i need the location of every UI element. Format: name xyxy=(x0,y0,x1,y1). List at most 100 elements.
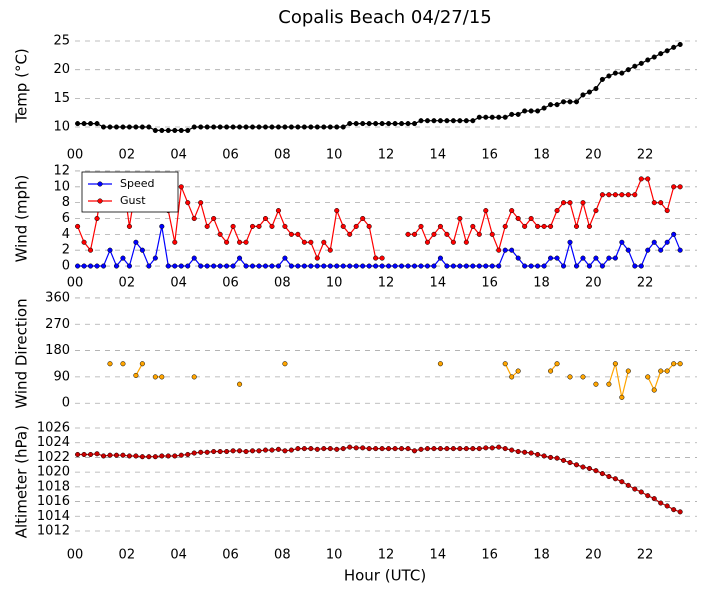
x-tick-label: 08 xyxy=(274,548,291,563)
data-point xyxy=(528,450,534,456)
x-tick-label: 20 xyxy=(585,548,602,563)
data-point xyxy=(554,455,560,461)
series-line xyxy=(135,363,681,398)
y-tick-label: 1026 xyxy=(37,421,70,436)
data-point xyxy=(217,231,223,237)
data-point xyxy=(483,263,489,269)
x-tick-label: 18 xyxy=(533,276,550,291)
data-point xyxy=(606,474,612,480)
data-point xyxy=(113,452,120,458)
data-point xyxy=(677,361,683,367)
y-tick-label: 360 xyxy=(45,290,70,305)
data-point xyxy=(165,453,171,459)
x-axis-label: Hour (UTC) xyxy=(344,567,426,585)
x-tick-label: 02 xyxy=(119,276,136,291)
data-point xyxy=(243,263,249,269)
data-point xyxy=(645,57,651,63)
x-tick-label: 14 xyxy=(430,276,447,291)
data-point xyxy=(165,263,171,269)
data-point xyxy=(133,124,139,130)
data-point xyxy=(146,263,152,269)
data-point xyxy=(580,200,586,206)
data-point xyxy=(444,446,450,452)
x-tick-label: 00 xyxy=(67,148,84,163)
data-point xyxy=(178,127,184,133)
data-point xyxy=(301,239,307,245)
series-line xyxy=(77,226,681,268)
data-point xyxy=(379,121,385,127)
data-point xyxy=(249,223,256,229)
data-point xyxy=(437,118,443,124)
data-point xyxy=(677,509,683,515)
y-tick-label: 1022 xyxy=(37,450,70,465)
data-point xyxy=(75,223,81,229)
data-point xyxy=(126,263,132,269)
data-point xyxy=(450,118,456,124)
y-tick-label: 10 xyxy=(53,120,70,135)
legend-label: Speed xyxy=(120,177,154,190)
data-point xyxy=(658,51,664,57)
data-point xyxy=(535,223,541,229)
data-point xyxy=(489,445,495,451)
data-point xyxy=(515,448,521,455)
data-point xyxy=(580,255,586,261)
data-point xyxy=(437,446,443,452)
y-tick-label: 1020 xyxy=(37,465,70,480)
data-point xyxy=(424,239,431,245)
data-point xyxy=(373,446,379,452)
data-point xyxy=(580,374,586,380)
data-point xyxy=(522,449,528,455)
y-tick-label: 20 xyxy=(53,62,70,77)
data-point xyxy=(373,121,379,127)
data-point xyxy=(159,453,165,459)
data-point xyxy=(651,200,657,206)
y-tick-label: 1018 xyxy=(37,479,70,494)
data-point xyxy=(664,48,670,54)
data-point xyxy=(165,127,171,133)
x-tick-label: 00 xyxy=(67,276,84,291)
data-point xyxy=(301,124,307,130)
data-point xyxy=(379,263,385,269)
data-point xyxy=(483,445,489,451)
data-point xyxy=(379,446,385,452)
data-point xyxy=(573,99,580,105)
data-point xyxy=(619,192,625,198)
data-point xyxy=(107,452,113,458)
data-point xyxy=(256,263,262,269)
data-point xyxy=(217,263,223,269)
data-point xyxy=(411,448,418,454)
data-point xyxy=(262,263,269,269)
y-tick-label: 1012 xyxy=(37,523,70,538)
data-point xyxy=(100,263,107,269)
data-point xyxy=(256,223,262,229)
data-point xyxy=(191,215,197,222)
y-tick-label: 1024 xyxy=(37,435,70,450)
data-point xyxy=(204,449,210,455)
data-point xyxy=(671,44,677,50)
data-point xyxy=(159,223,165,229)
data-point xyxy=(360,263,366,269)
data-point xyxy=(431,263,437,269)
data-point xyxy=(606,73,612,79)
data-point xyxy=(586,263,592,269)
data-point xyxy=(625,67,631,73)
data-point xyxy=(651,54,657,60)
data-point xyxy=(288,263,294,269)
data-point xyxy=(373,263,379,269)
data-point xyxy=(308,263,314,269)
data-point xyxy=(334,263,340,269)
data-point xyxy=(282,361,288,367)
data-point xyxy=(450,263,456,269)
data-point xyxy=(146,124,152,130)
data-point xyxy=(567,239,573,245)
data-point xyxy=(327,263,333,269)
legend-marker xyxy=(97,198,103,204)
data-point xyxy=(139,454,145,460)
data-point xyxy=(586,465,592,472)
data-point xyxy=(347,444,353,450)
data-point xyxy=(262,447,269,453)
data-point xyxy=(178,452,184,458)
data-point xyxy=(100,453,107,459)
data-point xyxy=(437,223,443,229)
data-point xyxy=(269,447,275,453)
